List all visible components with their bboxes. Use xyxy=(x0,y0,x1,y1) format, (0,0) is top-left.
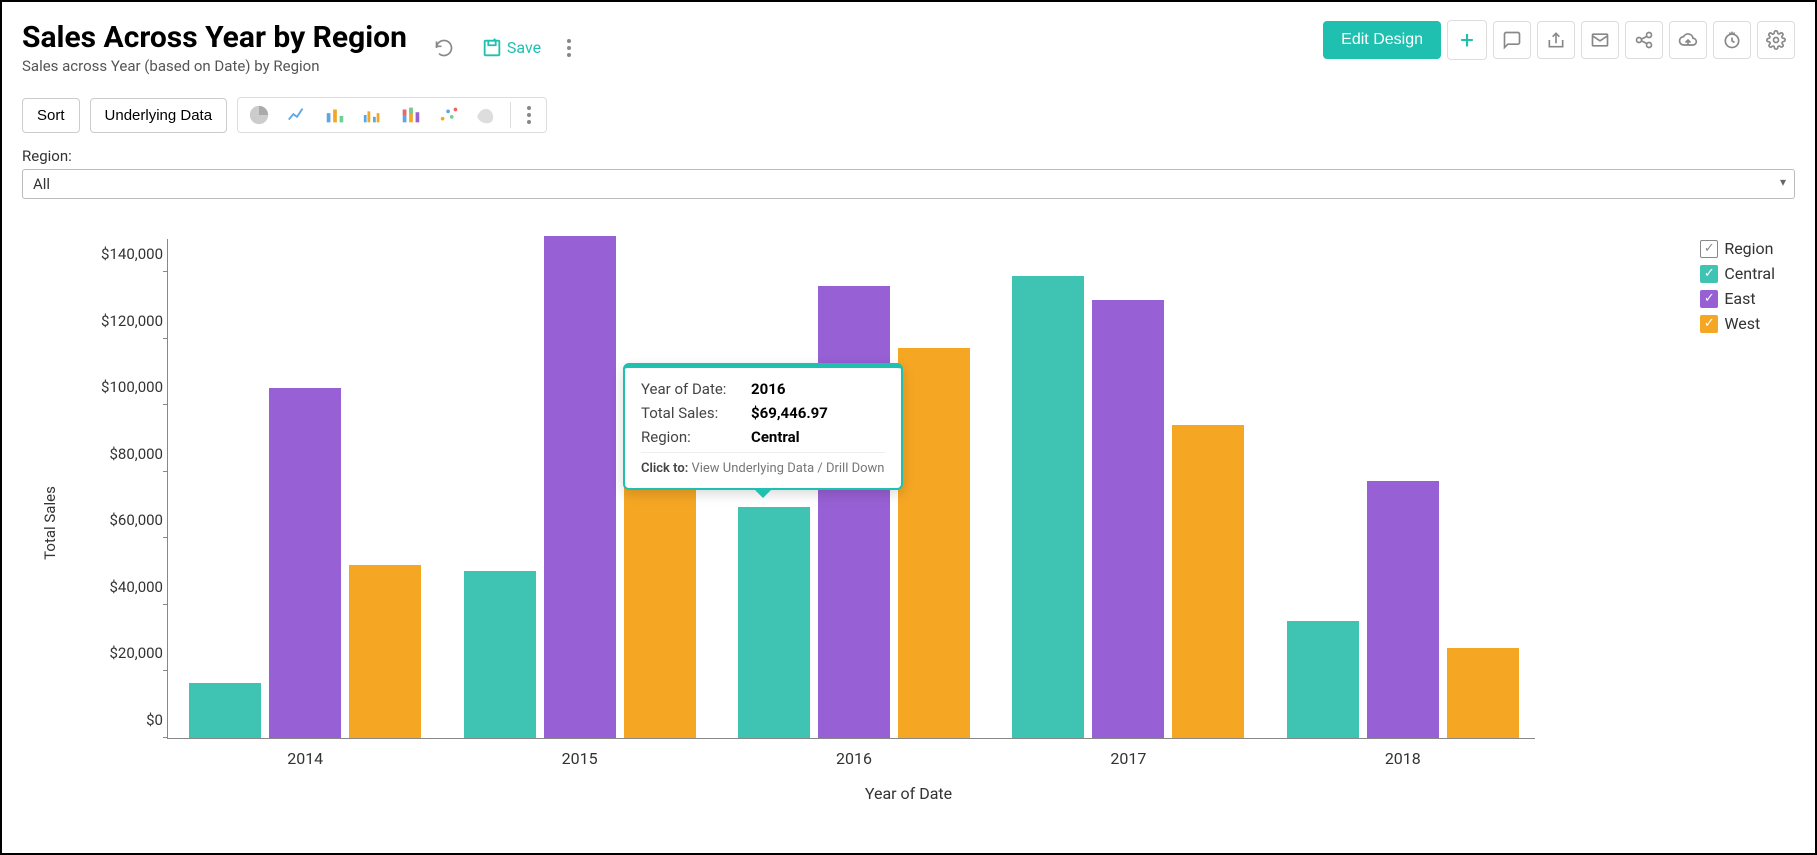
chart-type-group xyxy=(237,97,547,133)
y-tick-label: $140,000 xyxy=(73,245,163,263)
cloud-icon[interactable] xyxy=(1669,21,1707,59)
x-tick-label: 2015 xyxy=(562,749,598,768)
legend-label: East xyxy=(1724,289,1755,308)
share-icon[interactable] xyxy=(1537,21,1575,59)
bar-chart-icon[interactable] xyxy=(320,102,350,128)
x-tick-label: 2014 xyxy=(287,749,323,768)
legend-title: Region xyxy=(1724,239,1773,258)
edit-design-button[interactable]: Edit Design xyxy=(1323,21,1441,59)
bar[interactable] xyxy=(818,286,890,738)
line-chart-icon[interactable] xyxy=(282,102,312,128)
legend-item[interactable]: ✓ West xyxy=(1700,314,1775,333)
legend: ✓ Region ✓ Central ✓ East ✓ West xyxy=(1700,239,1775,339)
x-tick-label: 2017 xyxy=(1110,749,1146,768)
x-tick-label: 2018 xyxy=(1385,749,1421,768)
bar[interactable] xyxy=(1367,481,1439,738)
chart-more-icon[interactable] xyxy=(510,102,540,128)
pie-chart-icon[interactable] xyxy=(244,102,274,128)
tooltip-row: Total Sales:$69,446.97 xyxy=(641,404,885,422)
refresh-icon[interactable] xyxy=(425,29,463,67)
legend-title-row[interactable]: ✓ Region xyxy=(1700,239,1775,258)
bar[interactable] xyxy=(1287,621,1359,738)
legend-item[interactable]: ✓ East xyxy=(1700,289,1775,308)
clock-icon[interactable] xyxy=(1713,21,1751,59)
tooltip-foot-label: Click to: xyxy=(641,461,688,476)
underlying-data-button[interactable]: Underlying Data xyxy=(90,98,228,133)
gear-icon[interactable] xyxy=(1757,21,1795,59)
grouped-bar-icon[interactable] xyxy=(358,102,388,128)
page-subtitle: Sales across Year (based on Date) by Reg… xyxy=(22,57,407,75)
y-tick-label: $40,000 xyxy=(73,578,163,596)
x-axis-label: Year of Date xyxy=(865,784,952,803)
legend-check[interactable]: ✓ xyxy=(1700,315,1718,333)
legend-check[interactable]: ✓ xyxy=(1700,290,1718,308)
legend-check[interactable]: ✓ xyxy=(1700,265,1718,283)
bar[interactable] xyxy=(349,565,421,738)
tooltip-row: Year of Date:2016 xyxy=(641,380,885,398)
legend-check-all[interactable]: ✓ xyxy=(1700,240,1718,258)
bar[interactable] xyxy=(1092,300,1164,738)
add-button[interactable]: + xyxy=(1447,20,1487,60)
legend-item[interactable]: ✓ Central xyxy=(1700,264,1775,283)
bar[interactable] xyxy=(1447,648,1519,738)
legend-label: Central xyxy=(1724,264,1775,283)
bar[interactable] xyxy=(464,571,536,738)
bar[interactable] xyxy=(544,236,616,738)
y-tick-label: $60,000 xyxy=(73,511,163,529)
save-label: Save xyxy=(507,38,541,57)
tooltip: Year of Date:2016 Total Sales:$69,446.97 R… xyxy=(623,363,903,490)
page-title: Sales Across Year by Region xyxy=(22,20,407,55)
save-button[interactable]: Save xyxy=(481,37,541,59)
bar[interactable] xyxy=(1172,425,1244,738)
tooltip-foot-text: View Underlying Data / Drill Down xyxy=(691,461,884,476)
stacked-bar-icon[interactable] xyxy=(396,102,426,128)
link-icon[interactable] xyxy=(1625,21,1663,59)
comment-icon[interactable] xyxy=(1493,21,1531,59)
mail-icon[interactable] xyxy=(1581,21,1619,59)
sort-button[interactable]: Sort xyxy=(22,98,80,133)
bar[interactable] xyxy=(1012,276,1084,738)
bar[interactable] xyxy=(738,507,810,738)
y-axis-label: Total Sales xyxy=(41,486,59,560)
region-select[interactable]: All xyxy=(22,169,1795,199)
filter-label: Region: xyxy=(22,147,1795,165)
tooltip-row: Region:Central xyxy=(641,428,885,446)
bar[interactable] xyxy=(189,683,261,738)
legend-label: West xyxy=(1724,314,1760,333)
x-tick-label: 2016 xyxy=(836,749,872,768)
y-tick-label: $20,000 xyxy=(73,644,163,662)
y-tick-label: $100,000 xyxy=(73,378,163,396)
y-tick-label: $0 xyxy=(73,711,163,729)
scatter-icon[interactable] xyxy=(434,102,464,128)
bar[interactable] xyxy=(898,348,970,738)
y-tick-label: $80,000 xyxy=(73,445,163,463)
map-icon[interactable] xyxy=(472,102,502,128)
bar[interactable] xyxy=(269,388,341,738)
more-icon[interactable] xyxy=(559,29,579,67)
y-tick-label: $120,000 xyxy=(73,312,163,330)
